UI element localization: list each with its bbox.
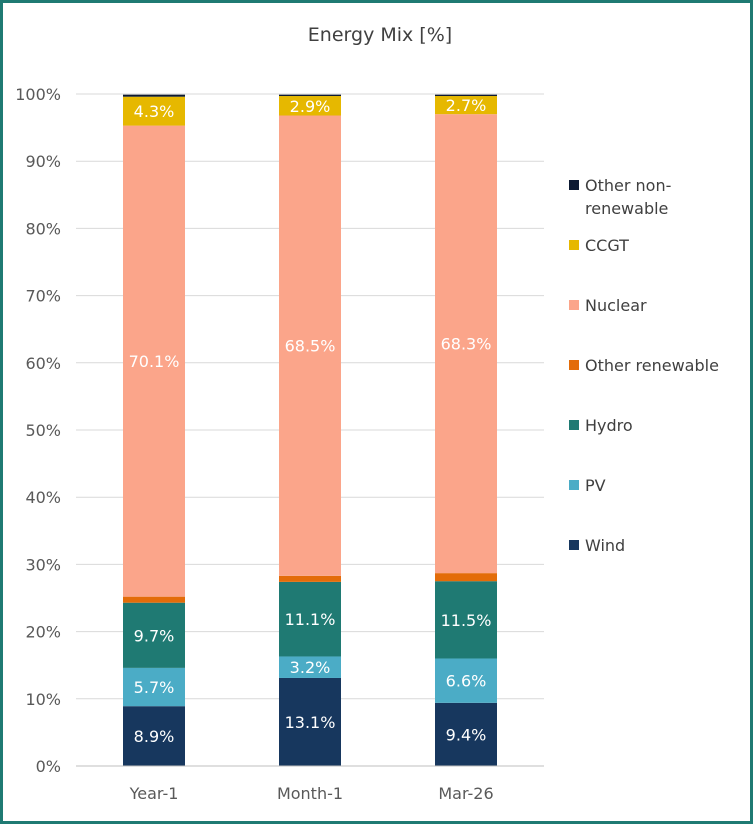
legend: Other non-renewable CCGT Nuclear Other rene… xyxy=(569,176,719,555)
bar-stacks: 8.9% 5.7% 9.7% 70.1% 4.3% 13.1% 3.2% 11.1% 68.5%… xyxy=(123,94,497,766)
legend-label: Hydro xyxy=(585,416,633,435)
data-label: 11.1% xyxy=(285,610,336,629)
y-tick-label: 30% xyxy=(25,555,61,574)
bar-segment-other-renewable xyxy=(123,596,185,603)
y-tick-label: 80% xyxy=(25,219,61,238)
data-label: 4.3% xyxy=(134,102,175,121)
bar-segment-other-non-renewable xyxy=(435,94,497,97)
data-label: 2.7% xyxy=(446,96,487,115)
legend-swatch xyxy=(569,180,579,190)
legend-swatch xyxy=(569,480,579,490)
legend-item-other-renewable: Other renewable xyxy=(569,356,719,375)
x-tick-label: Mar-26 xyxy=(438,784,493,803)
legend-label: PV xyxy=(585,476,606,495)
bar-stack-month-1: 13.1% 3.2% 11.1% 68.5% 2.9% xyxy=(279,94,341,766)
data-label: 68.3% xyxy=(441,335,492,354)
bar-segment-nuclear xyxy=(279,115,341,576)
legend-swatch xyxy=(569,240,579,250)
energy-mix-chart: Energy Mix [%] 0% 10% 20% 30% 40% 50% 60% 70% 80… xyxy=(15,24,719,803)
y-tick-label: 40% xyxy=(25,488,61,507)
legend-item-hydro: Hydro xyxy=(569,416,633,435)
legend-item-other-non-renewable: Other non-renewable xyxy=(569,176,671,218)
y-tick-label: 90% xyxy=(25,152,61,171)
data-label: 2.9% xyxy=(290,97,331,116)
bar-segment-pv xyxy=(123,667,185,707)
legend-swatch xyxy=(569,300,579,310)
bar-segment-nuclear xyxy=(123,125,185,597)
x-tick-label: Month-1 xyxy=(277,784,343,803)
bar-segment-hydro xyxy=(279,581,341,657)
legend-swatch xyxy=(569,540,579,550)
y-tick-label: 70% xyxy=(25,287,61,306)
legend-swatch xyxy=(569,360,579,370)
bar-segment-pv xyxy=(279,656,341,678)
bar-segment-hydro xyxy=(435,581,497,659)
legend-swatch xyxy=(569,420,579,430)
legend-label: Other renewable xyxy=(585,356,719,375)
bar-segment-other-non-renewable xyxy=(279,94,341,97)
data-label: 6.6% xyxy=(446,672,487,691)
data-label: 9.4% xyxy=(446,725,487,744)
bar-segment-pv xyxy=(435,658,497,703)
y-tick-label: 10% xyxy=(25,690,61,709)
x-tick-label: Year-1 xyxy=(129,784,179,803)
data-label: 11.5% xyxy=(441,611,492,630)
data-label: 70.1% xyxy=(129,352,180,371)
bar-segment-nuclear xyxy=(435,114,497,574)
data-label: 5.7% xyxy=(134,678,175,697)
y-tick-label: 50% xyxy=(25,421,61,440)
bar-stack-mar-26: 9.4% 6.6% 11.5% 68.3% 2.7% xyxy=(435,94,497,766)
y-tick-label: 60% xyxy=(25,354,61,373)
legend-item-ccgt: CCGT xyxy=(569,236,629,255)
bar-segment-wind xyxy=(435,702,497,766)
y-axis: 0% 10% 20% 30% 40% 50% 60% 70% 80% 90% 100% xyxy=(15,85,61,776)
bar-segment-ccgt xyxy=(435,96,497,115)
y-tick-label: 0% xyxy=(36,757,61,776)
legend-item-nuclear: Nuclear xyxy=(569,296,647,315)
bar-segment-wind xyxy=(279,677,341,766)
bar-segment-other-renewable xyxy=(279,575,341,582)
legend-label: Wind xyxy=(585,536,625,555)
bar-segment-wind xyxy=(123,706,185,766)
legend-item-pv: PV xyxy=(569,476,606,495)
legend-label: CCGT xyxy=(585,236,629,255)
bar-segment-other-non-renewable xyxy=(123,94,185,97)
data-label: 9.7% xyxy=(134,626,175,645)
bar-segment-ccgt xyxy=(279,96,341,116)
legend-label: Other non-renewable xyxy=(585,176,671,218)
legend-item-wind: Wind xyxy=(569,536,625,555)
data-label: 3.2% xyxy=(290,658,331,677)
y-tick-label: 100% xyxy=(15,85,61,104)
data-label: 68.5% xyxy=(285,337,336,356)
y-tick-label: 20% xyxy=(25,623,61,642)
x-axis: Year-1 Month-1 Mar-26 xyxy=(76,765,544,803)
bar-segment-hydro xyxy=(123,602,185,668)
data-label: 8.9% xyxy=(134,727,175,746)
bar-stack-year-1: 8.9% 5.7% 9.7% 70.1% 4.3% xyxy=(123,94,185,766)
data-label: 13.1% xyxy=(285,713,336,732)
bar-segment-other-renewable xyxy=(435,573,497,582)
chart-title: Energy Mix [%] xyxy=(308,24,452,46)
legend-label: Nuclear xyxy=(585,296,647,315)
bar-segment-ccgt xyxy=(123,96,185,126)
